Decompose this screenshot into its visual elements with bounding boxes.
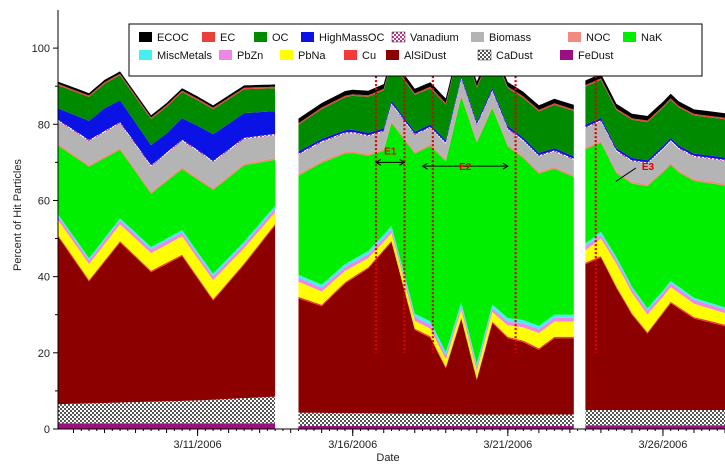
x-tick-label-3: 3/26/2006 xyxy=(638,439,687,451)
series-area-ec-seg2 xyxy=(585,78,725,123)
annotation-arrow-left-e1 xyxy=(375,158,382,166)
series-area-alsidust-seg0 xyxy=(58,225,276,405)
legend-label-highmassoc: HighMassOC xyxy=(319,32,384,44)
series-area-alsidust-seg2 xyxy=(585,257,725,410)
legend-label-vanadium: Vanadium xyxy=(410,32,459,44)
legend-swatch-oc xyxy=(254,32,267,42)
series-area-pbzn-seg0 xyxy=(58,208,276,281)
legend-label-pbzn: PbZn xyxy=(237,50,263,62)
legend-swatch-ecoc xyxy=(139,32,152,42)
legend-label-ecoc: ECOC xyxy=(157,32,189,44)
series-area-pbzn-seg2 xyxy=(585,234,725,315)
legend-label-nak: NaK xyxy=(641,32,663,44)
legend-swatch-fedust xyxy=(560,50,573,60)
annotation-label-e2: E2 xyxy=(459,162,472,173)
series-area-alsidust-seg1 xyxy=(298,242,574,415)
legend-swatch-miscmetals xyxy=(139,50,152,60)
series-area-fedust-seg1 xyxy=(298,426,574,429)
y-axis-title: Percent of Hit Particles xyxy=(12,159,24,271)
gap-band-0 xyxy=(275,10,299,429)
legend-swatch-cadust xyxy=(477,49,492,61)
series-areas xyxy=(58,34,725,429)
annotation-pointer-e3 xyxy=(615,167,637,182)
annotation-arrow-left-e2 xyxy=(421,162,428,170)
series-area-pbna-seg0 xyxy=(58,212,276,300)
annotation-arrow-right-e2 xyxy=(502,162,509,170)
series-area-fedust-seg2 xyxy=(585,425,725,429)
legend-label-miscmetals: MiscMetals xyxy=(157,50,213,62)
x-axis-title: Date xyxy=(376,452,399,464)
axes: 0 20 40 60 80 100 3/11/2006 3/16/2006 3/21/2006 3… xyxy=(32,10,725,451)
series-area-highmassoc-seg2 xyxy=(585,117,725,163)
x-tick-label-0: 3/11/2006 xyxy=(174,439,222,451)
legend-swatch-pbzn xyxy=(219,50,232,60)
legend-swatch-highmassoc xyxy=(301,32,314,42)
gap-band-1 xyxy=(575,10,583,429)
y-tick-label-20: 20 xyxy=(38,348,50,360)
x-tick-label-1: 3/16/2006 xyxy=(328,439,377,451)
x-tick-label-2: 3/21/2006 xyxy=(483,439,532,451)
series-area-oc-seg1 xyxy=(298,40,574,157)
legend-swatch-ec xyxy=(202,32,215,42)
legend-swatch-pbna xyxy=(280,50,293,60)
legend: ECOC EC OC HighMassOC Vanadium Biomass NOC NaKM… xyxy=(128,23,703,77)
series-area-noc-seg2 xyxy=(585,140,725,187)
series-area-oc-seg0 xyxy=(58,75,276,146)
series-area-biomass-seg2 xyxy=(585,121,725,185)
legend-label-pbna: PbNa xyxy=(298,50,326,62)
legend-swatch-vanadium xyxy=(391,31,406,43)
series-area-fedust-seg0 xyxy=(58,423,276,429)
series-area-oc-seg2 xyxy=(585,79,725,161)
y-tick-label-80: 80 xyxy=(38,119,50,131)
legend-swatch-noc xyxy=(568,32,581,42)
series-area-ecoc-seg2 xyxy=(585,73,725,121)
legend-swatch-alsidust xyxy=(386,50,399,60)
legend-label-ec: EC xyxy=(220,32,235,44)
series-area-nak-seg0 xyxy=(58,145,276,274)
y-tick-label-100: 100 xyxy=(32,43,50,55)
series-area-biomass-seg1 xyxy=(298,79,574,176)
y-tick-label-60: 60 xyxy=(38,195,50,207)
series-area-cadust-seg0 xyxy=(58,396,276,424)
series-area-pbna-seg2 xyxy=(585,238,725,333)
data-gaps xyxy=(275,10,583,429)
series-area-ecoc-seg0 xyxy=(58,71,276,118)
legend-swatch-biomass xyxy=(471,32,484,42)
event-annotations: E1 E2 E3 xyxy=(375,147,655,182)
y-tick-label-40: 40 xyxy=(38,272,50,284)
series-area-biomass-seg0 xyxy=(58,120,276,192)
legend-swatch-cu xyxy=(344,50,357,60)
legend-label-alsidust: AlSiDust xyxy=(404,50,446,62)
series-area-ec-seg0 xyxy=(58,73,276,120)
legend-swatch-nak xyxy=(623,32,636,42)
legend-label-oc: OC xyxy=(272,32,289,44)
y-tick-label-0: 0 xyxy=(44,424,50,436)
series-area-highmassoc-seg0 xyxy=(58,100,276,166)
event-lines xyxy=(374,48,597,353)
legend-label-biomass: Biomass xyxy=(489,32,532,44)
legend-label-noc: NOC xyxy=(586,32,611,44)
series-area-cadust-seg1 xyxy=(298,412,574,426)
series-area-nak-seg2 xyxy=(585,142,725,309)
annotation-arrow-right-e1 xyxy=(399,158,406,166)
annotation-label-e3: E3 xyxy=(642,162,655,173)
series-area-cadust-seg2 xyxy=(585,410,725,426)
legend-label-cu: Cu xyxy=(362,50,376,62)
annotation-label-e1: E1 xyxy=(384,147,397,158)
legend-label-cadust: CaDust xyxy=(496,50,533,62)
series-area-nak-seg1 xyxy=(298,96,574,364)
legend-label-fedust: FeDust xyxy=(578,50,613,62)
